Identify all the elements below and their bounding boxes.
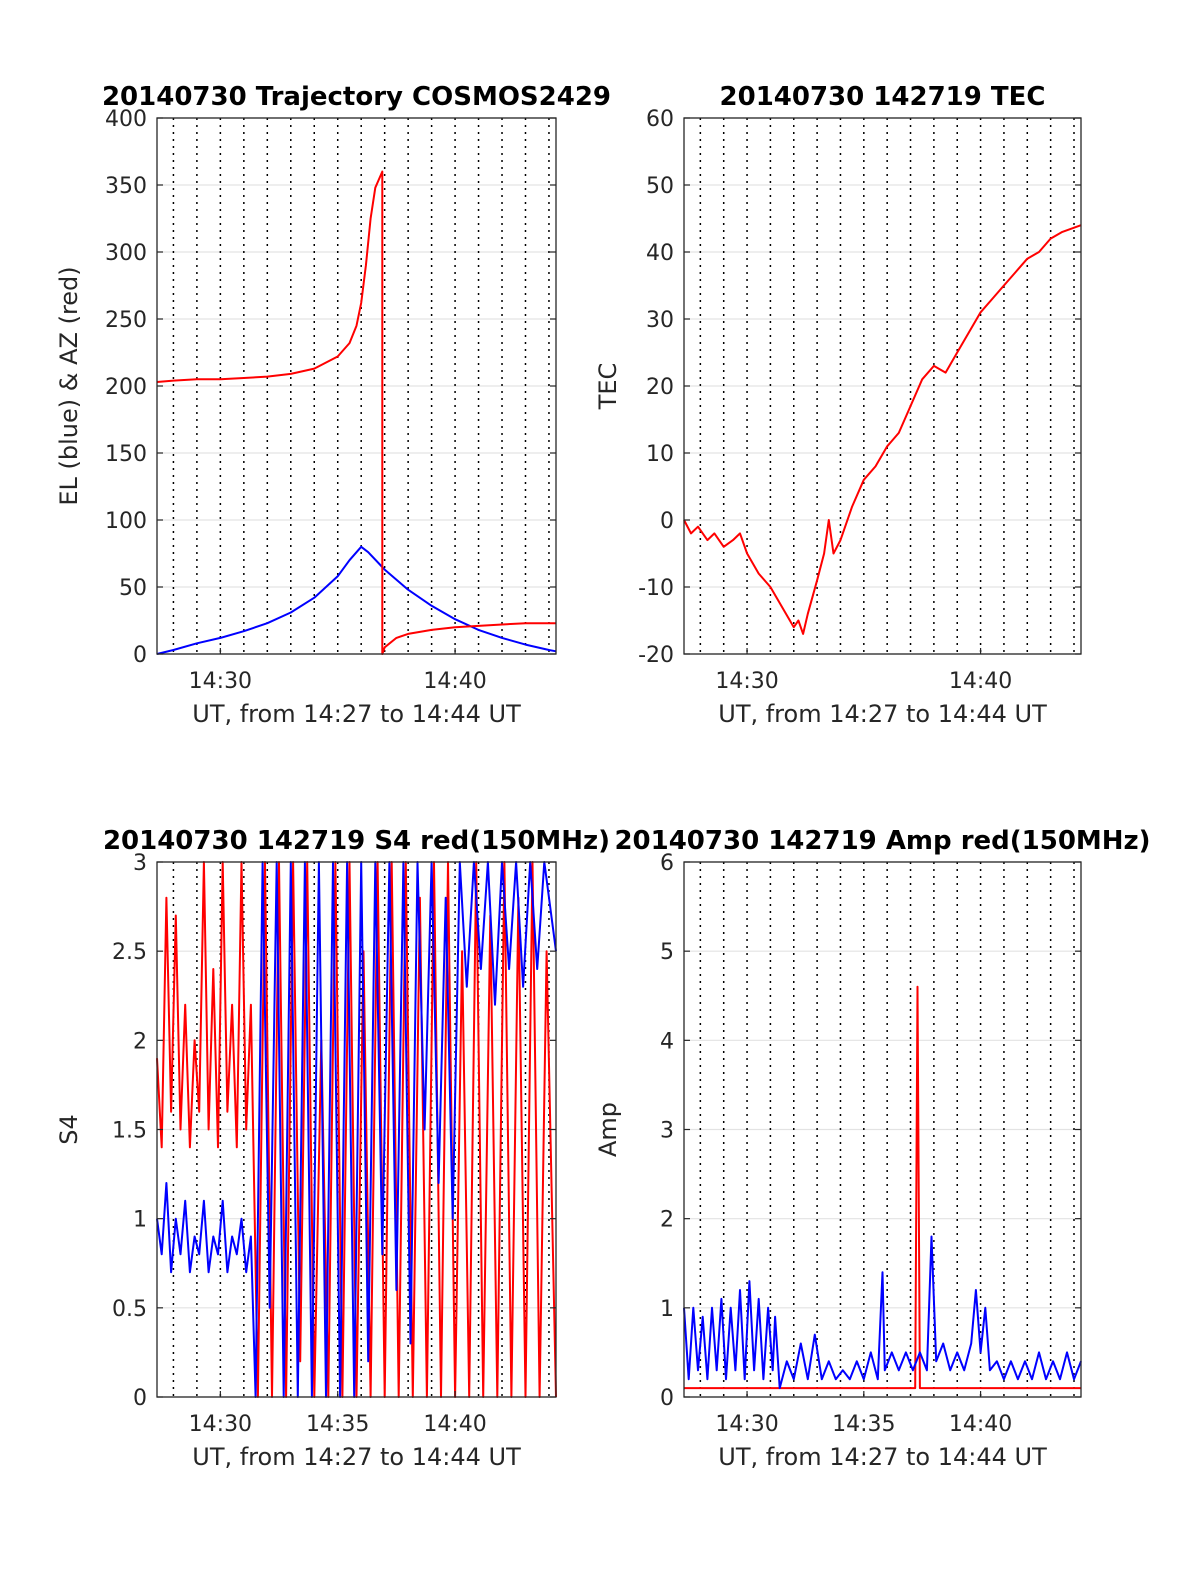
y-tick-label: 4 [660,1029,674,1054]
y-tick-label: 350 [105,174,147,199]
y-tick-label: 6 [660,851,674,876]
series-line [684,985,1081,1390]
ticks-layer: 0 0.5 1 1.5 2 2.5 3 14:30 14:35 14:40 [112,851,556,1437]
y-tick-label: 2.5 [112,940,147,965]
x-axis-label: UT, from 14:27 to 14:44 UT [192,1443,521,1471]
series-line [683,224,1082,635]
y-tick-label: -20 [638,643,674,668]
x-tick-label: 14:40 [949,669,1012,694]
series-line [156,545,557,655]
grid-layer [684,861,1081,1398]
x-tick-label: 14:40 [423,1412,486,1437]
s4-panel: 0 0.5 1 1.5 2 2.5 3 14:30 14:35 14:40 20140730 14… [55,826,610,1471]
y-tick-label: 0 [133,643,147,668]
x-tick-label: 14:35 [306,1412,369,1437]
ticks-layer: 0 1 2 3 4 5 6 14:30 14:35 14:40 [660,851,1081,1437]
y-tick-label: 3 [133,851,147,876]
grid-layer [684,117,1081,655]
y-tick-label: 1 [133,1208,147,1233]
series-layer [156,170,557,655]
x-tick-label: 14:40 [423,669,486,694]
series-layer [683,985,1082,1390]
y-tick-label: 0 [133,1386,147,1411]
y-tick-label: 0.5 [112,1297,147,1322]
tec-panel: -20 -10 0 10 20 30 40 50 60 14:30 14:40 20140730 1… [594,82,1082,728]
series-layer [156,861,557,1398]
chart-title: 20140730 142719 S4 red(150MHz) [103,826,610,856]
y-axis-label: S4 [55,1114,83,1145]
series-line [156,861,557,1398]
y-tick-label: 250 [105,308,147,333]
series-line [156,861,557,1398]
y-axis-label: Amp [594,1102,622,1157]
y-tick-label: 3 [660,1119,674,1144]
x-axis-label: UT, from 14:27 to 14:44 UT [718,700,1047,728]
y-tick-label: 60 [646,107,674,132]
chart-title: 20140730 142719 TEC [720,82,1046,112]
y-axis-label: TEC [594,363,622,411]
y-tick-label: 1.5 [112,1119,147,1144]
y-tick-label: 400 [105,107,147,132]
ticks-layer: 0 50 100 150 200 250 300 350 400 14:30 14:40 [105,107,556,694]
trajectory-panel: 0 50 100 150 200 250 300 350 400 14:30 14:40 20140… [55,82,611,728]
x-tick-label: 14:30 [715,1412,778,1437]
x-tick-label: 14:35 [832,1412,895,1437]
y-tick-label: 50 [119,576,147,601]
ticks-layer: -20 -10 0 10 20 30 40 50 60 14:30 14:40 [638,107,1081,694]
series-line [683,1235,1082,1390]
x-tick-label: 14:30 [715,669,778,694]
grid-layer [157,117,556,655]
y-tick-label: 1 [660,1297,674,1322]
y-tick-label: 150 [105,442,147,467]
y-tick-label: 40 [646,241,674,266]
x-tick-label: 14:30 [189,1412,252,1437]
y-tick-label: 0 [660,509,674,534]
series-layer [683,224,1082,635]
chart-title: 20140730 142719 Amp red(150MHz) [614,826,1150,856]
y-tick-label: 30 [646,308,674,333]
y-tick-label: 2 [660,1208,674,1233]
y-tick-label: 100 [105,509,147,534]
y-tick-label: 0 [660,1386,674,1411]
series-line [156,170,556,655]
x-axis-label: UT, from 14:27 to 14:44 UT [718,1443,1047,1471]
y-tick-label: 2 [133,1029,147,1054]
y-axis-label: EL (blue) & AZ (red) [55,266,83,505]
chart-title: 20140730 Trajectory COSMOS2429 [102,82,611,112]
y-tick-label: 20 [646,375,674,400]
y-tick-label: 5 [660,940,674,965]
y-tick-label: 200 [105,375,147,400]
x-axis-label: UT, from 14:27 to 14:44 UT [192,700,521,728]
x-tick-label: 14:30 [189,669,252,694]
y-tick-label: 10 [646,442,674,467]
y-tick-label: 300 [105,241,147,266]
y-tick-label: 50 [646,174,674,199]
x-tick-label: 14:40 [949,1412,1012,1437]
y-tick-label: -10 [638,576,674,601]
amp-panel: 0 1 2 3 4 5 6 14:30 14:35 14:40 20140730 142719 A… [594,826,1151,1471]
